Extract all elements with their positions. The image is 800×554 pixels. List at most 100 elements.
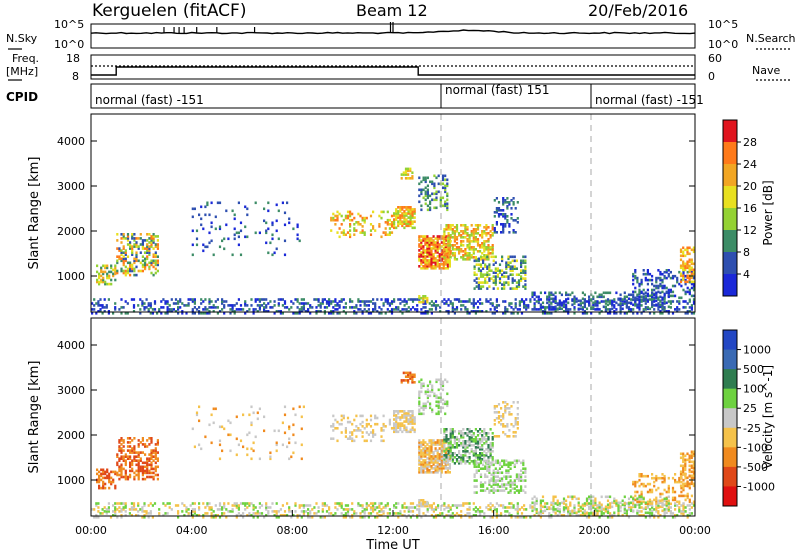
heat-cell: [449, 256, 452, 259]
heat-cell: [497, 403, 501, 406]
heat-cell: [682, 262, 685, 266]
heat-cell: [600, 300, 603, 303]
heat-cell: [690, 268, 693, 272]
heat-cell: [357, 223, 360, 226]
heat-cell: [124, 502, 127, 505]
heat-cell: [365, 425, 368, 428]
heat-cell: [420, 467, 423, 470]
heat-cell: [386, 308, 389, 311]
heat-cell: [409, 224, 412, 228]
heat-cell: [505, 469, 508, 472]
heat-cell: [496, 469, 499, 472]
heat-cell: [646, 288, 649, 292]
heat-cell: [544, 509, 547, 513]
heat-cell: [468, 248, 471, 251]
heat-cell: [263, 298, 266, 301]
heat-cell: [210, 506, 213, 509]
heat-cell: [340, 231, 343, 234]
heat-cell: [619, 509, 622, 513]
heat-cell: [353, 223, 356, 226]
heat-cell: [517, 491, 521, 494]
heat-cell: [357, 429, 360, 432]
heat-cell: [407, 169, 410, 173]
heat-cell: [137, 465, 140, 469]
heat-cell: [393, 410, 396, 413]
heat-cell: [426, 204, 429, 208]
heat-cell: [420, 180, 423, 184]
heat-cell: [438, 439, 441, 442]
heat-cell: [490, 477, 493, 480]
heat-cell: [476, 224, 480, 227]
heat-cell: [458, 462, 461, 465]
heat-cell: [342, 306, 345, 309]
heat-cell: [198, 306, 201, 309]
heat-cell: [619, 310, 622, 313]
heat-cell: [509, 267, 512, 270]
heat-cell: [439, 380, 442, 384]
heat-cell: [520, 461, 523, 465]
heat-cell: [458, 432, 461, 435]
heat-cell: [401, 414, 404, 417]
heat-cell: [611, 501, 614, 505]
heat-cell: [401, 424, 404, 427]
heat-cell: [204, 506, 207, 509]
heat-cell: [135, 257, 138, 261]
heat-cell: [422, 249, 425, 252]
heat-cell: [517, 273, 521, 276]
heat-cell: [154, 261, 157, 265]
heat-cell: [436, 469, 439, 472]
heat-cell: [237, 298, 240, 301]
heat-cell: [409, 516, 412, 519]
heat-cell: [420, 245, 423, 248]
heat-cell: [474, 454, 477, 457]
heat-cell: [206, 201, 209, 205]
heat-cell: [509, 461, 512, 465]
heat-cell: [183, 504, 186, 507]
heat-cell: [237, 512, 240, 515]
heat-cell: [407, 177, 410, 180]
heat-cell: [430, 247, 433, 250]
heat-cell: [106, 468, 109, 472]
heat-cell: [690, 482, 693, 486]
heat-cell: [411, 414, 414, 417]
heat-cell: [422, 465, 425, 468]
heat-cell: [145, 306, 148, 309]
heat-cell: [443, 254, 446, 257]
heat-cell: [422, 402, 425, 406]
heat-cell: [632, 303, 635, 307]
heat-cell: [571, 303, 574, 307]
heat-cell: [156, 239, 159, 242]
heat-cell: [426, 467, 429, 470]
heat-cell: [164, 504, 167, 507]
heat-cell: [483, 512, 486, 515]
heat-cell: [492, 477, 495, 480]
heat-cell: [447, 226, 450, 229]
heat-cell: [667, 305, 670, 309]
heat-cell: [604, 507, 607, 511]
heat-cell: [451, 310, 454, 313]
heat-cell: [444, 267, 447, 270]
heat-cell: [237, 504, 240, 507]
heat-cell: [638, 295, 641, 299]
heat-cell: [667, 486, 670, 490]
heat-cell: [500, 514, 503, 517]
heat-cell: [296, 300, 299, 303]
heat-cell: [437, 378, 440, 382]
heat-cell: [129, 457, 132, 460]
heat-cell: [158, 508, 161, 511]
heat-cell: [420, 267, 423, 270]
heat-cell: [460, 434, 463, 437]
heat-cell: [150, 471, 153, 475]
heat-cell: [426, 235, 429, 238]
heat-cell: [482, 259, 485, 263]
heat-cell: [288, 457, 291, 461]
heat-cell: [382, 414, 385, 418]
heat-cell: [144, 261, 147, 265]
heat-cell: [678, 494, 681, 498]
heat-cell: [126, 255, 130, 258]
heat-cell: [606, 303, 610, 307]
heat-cell: [393, 426, 396, 429]
heat-cell: [185, 508, 188, 511]
heat-cell: [275, 229, 278, 233]
heat-cell: [141, 467, 144, 471]
